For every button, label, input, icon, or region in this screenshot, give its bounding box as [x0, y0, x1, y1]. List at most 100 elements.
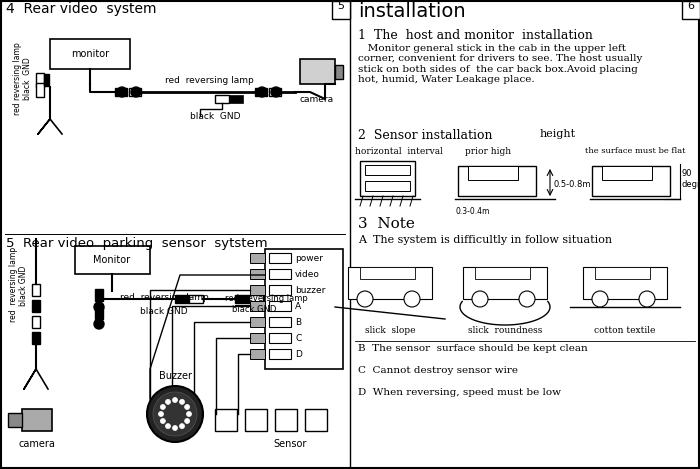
- Text: black GND: black GND: [140, 307, 188, 316]
- Circle shape: [94, 302, 104, 312]
- Bar: [269, 285, 291, 295]
- Text: C: C: [295, 333, 301, 342]
- Bar: [215, 409, 237, 431]
- Bar: [245, 409, 267, 431]
- Text: red reversing lamp: red reversing lamp: [13, 43, 22, 115]
- Bar: [250, 301, 265, 311]
- Text: 4  Rear video  system: 4 Rear video system: [6, 2, 157, 16]
- Bar: [75, 246, 150, 274]
- Circle shape: [160, 404, 165, 409]
- Bar: [250, 317, 265, 327]
- Bar: [305, 409, 327, 431]
- Circle shape: [179, 400, 185, 404]
- Bar: [32, 316, 40, 328]
- Bar: [255, 88, 267, 96]
- Bar: [602, 166, 652, 180]
- Bar: [269, 301, 291, 311]
- Bar: [32, 284, 40, 296]
- Bar: [229, 95, 243, 103]
- Bar: [235, 295, 249, 303]
- Bar: [458, 166, 536, 196]
- Text: installation: installation: [358, 2, 466, 21]
- Bar: [250, 285, 265, 295]
- Bar: [189, 295, 203, 303]
- Bar: [250, 269, 265, 279]
- Text: prior high: prior high: [465, 147, 511, 156]
- Circle shape: [165, 400, 171, 404]
- Circle shape: [158, 411, 164, 416]
- Circle shape: [94, 319, 104, 329]
- Text: 1  The  host and monitor  installation: 1 The host and monitor installation: [358, 29, 593, 42]
- Circle shape: [179, 424, 185, 429]
- Bar: [36, 73, 44, 87]
- Bar: [335, 65, 343, 79]
- Bar: [269, 253, 291, 263]
- Text: height: height: [540, 129, 576, 139]
- Text: Monitor general stick in the cab in the upper left
corner, convenient for driver: Monitor general stick in the cab in the …: [358, 44, 643, 84]
- Circle shape: [117, 87, 127, 97]
- Circle shape: [147, 386, 203, 442]
- Circle shape: [592, 291, 608, 307]
- Bar: [269, 88, 281, 96]
- Bar: [215, 95, 229, 103]
- Bar: [332, 1, 350, 19]
- Bar: [583, 267, 667, 299]
- Text: D: D: [295, 349, 302, 358]
- Bar: [269, 333, 291, 343]
- Text: 5: 5: [337, 1, 344, 11]
- Circle shape: [257, 87, 267, 97]
- Bar: [249, 295, 263, 303]
- Bar: [44, 74, 49, 86]
- Bar: [365, 181, 410, 191]
- Text: the surface must be flat: the surface must be flat: [585, 147, 685, 155]
- Circle shape: [172, 398, 178, 402]
- Bar: [592, 166, 670, 196]
- Text: 2  Sensor installation: 2 Sensor installation: [358, 129, 493, 142]
- Circle shape: [165, 424, 171, 429]
- Circle shape: [185, 404, 190, 409]
- Circle shape: [172, 425, 178, 431]
- Text: black GND: black GND: [232, 305, 276, 314]
- Bar: [275, 409, 297, 431]
- Text: 90
degree: 90 degree: [681, 169, 700, 189]
- Bar: [269, 317, 291, 327]
- Circle shape: [186, 411, 192, 416]
- Text: Monitor: Monitor: [93, 255, 131, 265]
- Bar: [475, 267, 530, 279]
- Circle shape: [160, 418, 165, 424]
- Bar: [300, 59, 335, 84]
- Circle shape: [472, 291, 488, 307]
- Text: camera: camera: [19, 439, 55, 449]
- Text: black  GND: black GND: [24, 58, 32, 100]
- Text: A  The system is difficultly in follow situation: A The system is difficultly in follow si…: [358, 235, 612, 245]
- Bar: [250, 349, 265, 359]
- Bar: [32, 300, 40, 312]
- Text: red  reversing lamp: red reversing lamp: [225, 294, 308, 303]
- Text: black GND: black GND: [20, 266, 29, 306]
- Text: Buzzer: Buzzer: [158, 371, 192, 381]
- Bar: [95, 289, 103, 301]
- Text: monitor: monitor: [71, 49, 109, 59]
- Text: slick  slope: slick slope: [365, 326, 415, 335]
- Circle shape: [153, 392, 197, 436]
- Circle shape: [131, 87, 141, 97]
- Bar: [463, 267, 547, 299]
- Text: D  When reversing, speed must be low: D When reversing, speed must be low: [358, 388, 561, 397]
- Bar: [95, 307, 103, 319]
- Bar: [348, 267, 432, 299]
- Circle shape: [404, 291, 420, 307]
- Bar: [115, 88, 127, 96]
- Text: red  reversing lamp: red reversing lamp: [165, 76, 253, 85]
- Bar: [365, 165, 410, 175]
- Bar: [269, 269, 291, 279]
- Bar: [360, 161, 415, 196]
- Circle shape: [271, 87, 281, 97]
- Bar: [32, 332, 40, 344]
- Bar: [265, 249, 343, 369]
- Text: horizontal  interval: horizontal interval: [355, 147, 443, 156]
- Circle shape: [185, 418, 190, 424]
- Text: black  GND: black GND: [190, 112, 241, 121]
- Bar: [595, 267, 650, 279]
- Text: B: B: [295, 318, 301, 326]
- Text: slick  roundness: slick roundness: [468, 326, 542, 335]
